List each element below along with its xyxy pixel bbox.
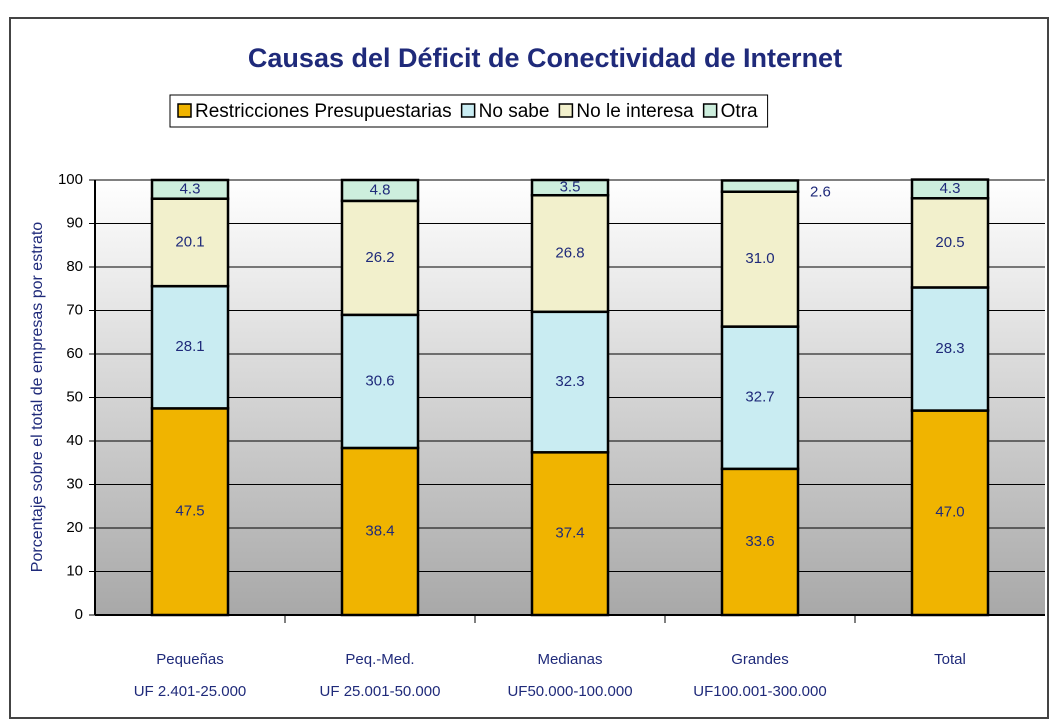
x-tick-label: Medianas (537, 651, 602, 668)
bar-segment (530, 451, 610, 617)
x-tick-label: Total (934, 651, 966, 668)
x-tick-label: UF 25.001-50.000 (320, 683, 441, 700)
data-label: 33.6 (745, 533, 774, 550)
y-tick-label: 90 (66, 214, 83, 231)
legend-swatch (460, 103, 476, 118)
bar-segment (150, 407, 230, 617)
bar-segment (910, 197, 990, 289)
bar-segment (340, 446, 420, 617)
data-label: 3.5 (560, 179, 581, 196)
x-tick-label: Peq.-Med. (345, 651, 414, 668)
bar-segment (150, 284, 230, 410)
data-label: 38.4 (365, 522, 394, 539)
legend-label: Otra (721, 101, 758, 122)
x-tick-label: Grandes (731, 651, 789, 668)
legend-swatch (177, 103, 192, 118)
bar-segment (720, 179, 800, 193)
bar-segment (340, 178, 420, 203)
data-label: 26.2 (365, 249, 394, 266)
bar-segment (150, 178, 230, 200)
data-label: 4.8 (370, 181, 391, 198)
data-label: 47.0 (935, 504, 964, 521)
x-tick-label: UF100.001-300.000 (693, 683, 826, 700)
data-label: 20.1 (175, 233, 204, 250)
bar-segment (530, 310, 610, 454)
data-label: 47.5 (175, 503, 204, 520)
data-label: 31.0 (745, 250, 774, 267)
y-tick-label: 100 (58, 171, 83, 188)
y-axis-label: Porcentaje sobre el total de empresas po… (29, 222, 46, 573)
legend-swatch (702, 103, 718, 118)
data-label: 30.6 (365, 372, 394, 389)
legend-swatch (558, 103, 574, 118)
data-label: 32.3 (555, 373, 584, 390)
y-tick-label: 70 (66, 301, 83, 318)
bar-segment (530, 178, 610, 197)
y-tick-label: 40 (66, 432, 83, 449)
data-label: 2.6 (810, 183, 831, 200)
legend-label: No le interesa (576, 101, 694, 122)
y-tick-label: 30 (66, 475, 83, 492)
y-tick-label: 10 (66, 562, 83, 579)
x-tick-label: Pequeñas (156, 651, 224, 668)
data-label: 37.4 (555, 525, 584, 542)
bar-segment (720, 325, 800, 471)
y-tick-label: 80 (66, 258, 83, 275)
legend-label: No sabe (479, 101, 550, 122)
y-tick-label: 0 (75, 606, 83, 623)
data-label: 26.8 (555, 244, 584, 261)
bar-segment (340, 313, 420, 450)
bar-segment (720, 467, 800, 617)
data-label: 4.3 (180, 180, 201, 197)
bar-segment (910, 178, 990, 200)
data-label: 20.5 (935, 234, 964, 251)
chart-title: Causas del Déficit de Conectividad de In… (248, 43, 842, 73)
data-label: 32.7 (745, 389, 774, 406)
data-label: 28.1 (175, 338, 204, 355)
data-label: 28.3 (935, 340, 964, 357)
y-tick-label: 20 (66, 519, 83, 536)
y-tick-label: 50 (66, 388, 83, 405)
legend-label: Restricciones Presupuestarias (195, 101, 452, 122)
x-tick-label: UF 2.401-25.000 (134, 683, 247, 700)
bar-segment (720, 190, 800, 328)
y-tick-label: 60 (66, 345, 83, 362)
x-tick-label: UF50.000-100.000 (507, 683, 632, 700)
data-label: 4.3 (940, 180, 961, 197)
legend: Restricciones Presupuestarias No sabe No l… (169, 94, 769, 128)
